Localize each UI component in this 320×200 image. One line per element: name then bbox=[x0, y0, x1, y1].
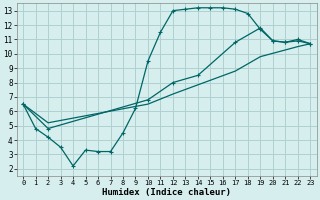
X-axis label: Humidex (Indice chaleur): Humidex (Indice chaleur) bbox=[102, 188, 231, 197]
